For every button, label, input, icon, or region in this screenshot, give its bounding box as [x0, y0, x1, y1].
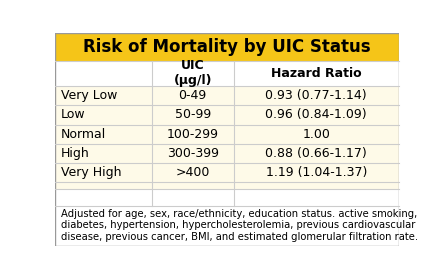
- Bar: [55, 144, 399, 163]
- Text: 0.88 (0.66-1.17): 0.88 (0.66-1.17): [265, 147, 367, 160]
- Bar: [55, 163, 399, 182]
- Text: >400: >400: [175, 166, 210, 179]
- Text: Normal: Normal: [61, 128, 106, 140]
- Bar: [55, 61, 399, 86]
- Text: 100-299: 100-299: [167, 128, 219, 140]
- Text: Very High: Very High: [61, 166, 121, 179]
- Bar: [55, 124, 399, 144]
- Bar: [55, 182, 399, 189]
- Bar: [55, 105, 399, 124]
- Text: Low: Low: [61, 108, 85, 121]
- Text: 0.93 (0.77-1.14): 0.93 (0.77-1.14): [265, 89, 367, 102]
- Text: 50-99: 50-99: [175, 108, 211, 121]
- Text: Adjusted for age, sex, race/ethnicity, education status. active smoking,
diabete: Adjusted for age, sex, race/ethnicity, e…: [61, 209, 418, 242]
- Bar: [55, 33, 399, 61]
- Text: Very Low: Very Low: [61, 89, 117, 102]
- Text: 300-399: 300-399: [167, 147, 219, 160]
- Text: 1.00: 1.00: [303, 128, 330, 140]
- Bar: [55, 206, 399, 246]
- Text: UIC
(μg/l): UIC (μg/l): [174, 60, 212, 87]
- Text: 1.19 (1.04-1.37): 1.19 (1.04-1.37): [266, 166, 367, 179]
- Text: Hazard Ratio: Hazard Ratio: [271, 67, 361, 80]
- Text: Risk of Mortality by UIC Status: Risk of Mortality by UIC Status: [83, 38, 371, 56]
- Bar: [55, 86, 399, 105]
- Text: 0-49: 0-49: [179, 89, 207, 102]
- Text: High: High: [61, 147, 89, 160]
- Text: 0.96 (0.84-1.09): 0.96 (0.84-1.09): [265, 108, 367, 121]
